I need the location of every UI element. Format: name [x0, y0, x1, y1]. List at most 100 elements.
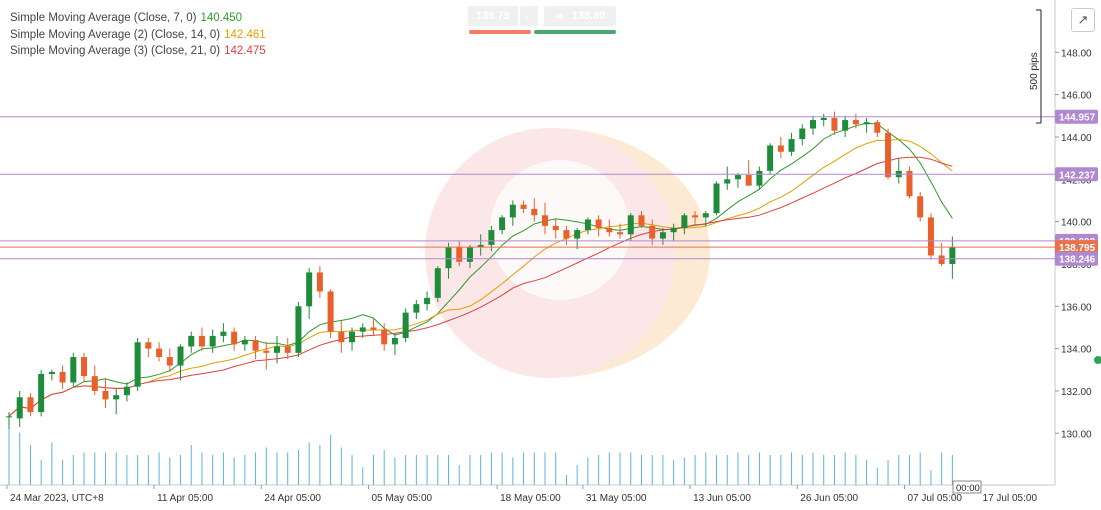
x-tick-label: 11 Apr 05:00 — [157, 493, 213, 504]
candle — [16, 390, 23, 427]
candle-body — [938, 255, 945, 264]
candle-body — [520, 204, 527, 209]
candle — [91, 365, 98, 396]
candle-body — [831, 117, 838, 131]
candle-body — [745, 175, 752, 186]
candle — [413, 299, 420, 319]
candle — [917, 192, 924, 222]
candle — [831, 111, 838, 135]
candle — [681, 213, 688, 235]
buy-price: 138.80 — [571, 10, 606, 22]
candle-body — [638, 215, 645, 226]
candle-body — [552, 225, 559, 231]
popout-button[interactable]: ↗ — [1071, 8, 1095, 32]
x-tick-label: 07 Jul 05:00 — [907, 493, 962, 504]
candle — [724, 166, 731, 190]
measure-label: 500 pips — [1029, 52, 1040, 90]
candle — [134, 338, 141, 391]
candle — [370, 318, 377, 336]
candle — [852, 113, 859, 129]
candle-body — [145, 342, 152, 349]
candle-body — [370, 327, 377, 330]
buy-button[interactable]: ➜ 138.80 — [544, 6, 616, 26]
legend-value: 140.450 — [200, 12, 243, 24]
candle-body — [166, 357, 173, 366]
candle — [895, 158, 902, 184]
sell-bar — [469, 30, 531, 34]
candle — [188, 331, 195, 353]
x-tick-label: 31 May 05:00 — [586, 493, 647, 504]
candle — [434, 266, 441, 303]
candle — [938, 242, 945, 267]
candle-body — [156, 348, 163, 358]
candle-body — [456, 247, 463, 262]
candle — [531, 198, 538, 222]
x-tick-label: 24 Apr 05:00 — [264, 493, 321, 504]
candle-body — [252, 340, 259, 351]
candle — [627, 213, 634, 241]
sell-price: 138.79 — [476, 10, 510, 22]
candle — [316, 266, 323, 298]
price-line-tag — [1055, 251, 1098, 266]
candle — [338, 321, 345, 353]
candle — [949, 236, 956, 279]
buy-arrow-icon: ➜ — [554, 10, 564, 23]
candle-body — [767, 145, 774, 171]
candle — [123, 382, 130, 402]
candle-body — [466, 247, 473, 262]
candle — [263, 342, 270, 370]
candle — [745, 160, 752, 186]
price-line-label: 138.795 — [1059, 243, 1096, 254]
candle — [295, 302, 302, 358]
x-tick-label: 18 May 05:00 — [500, 493, 561, 504]
candle — [402, 308, 409, 343]
x-tick-label: 13 Jun 05:00 — [693, 493, 751, 504]
candle-body — [509, 204, 516, 218]
candle — [863, 117, 870, 133]
candle-body — [863, 122, 870, 125]
candle-body — [617, 232, 624, 235]
candle — [777, 136, 784, 159]
candle-body — [810, 120, 816, 129]
candle-body — [777, 145, 784, 152]
candle-body — [220, 331, 227, 336]
candle-body — [906, 170, 913, 197]
sell-button[interactable]: 138.79 — [468, 6, 518, 26]
x-tick-label: 17 Jul 05:00 — [983, 493, 1038, 504]
candle-body — [295, 306, 302, 353]
sma-14-line — [8, 138, 953, 417]
sma-7-line — [8, 122, 953, 417]
candle — [445, 242, 452, 279]
price-line-tag — [1055, 109, 1098, 124]
candle-body — [241, 340, 248, 345]
candle-body — [799, 128, 806, 140]
candle — [456, 240, 463, 267]
candle — [906, 166, 913, 199]
candle — [381, 323, 388, 351]
candle-body — [874, 122, 881, 133]
y-tick-label: 144.00 — [1061, 133, 1092, 144]
candle-body — [327, 291, 334, 332]
candle-body — [38, 374, 45, 413]
price-line-tag — [1055, 240, 1098, 255]
candle — [156, 342, 163, 362]
candle-body — [27, 397, 34, 413]
x-tick-label: 26 Jun 05:00 — [800, 493, 858, 504]
sell-arrow-icon: ← — [520, 6, 538, 26]
legend-label: Simple Moving Average (2) (Close, 14, 0) — [10, 28, 221, 41]
candle-body — [531, 208, 538, 216]
candle — [734, 172, 741, 188]
candle — [284, 338, 291, 360]
candle — [198, 327, 205, 351]
x-tick-label: 24 Mar 2023, UTC+8 — [10, 493, 104, 504]
y-tick-label: 134.00 — [1061, 345, 1092, 356]
candle-body — [584, 219, 591, 231]
candle-body — [702, 213, 709, 218]
candle-body — [231, 331, 238, 345]
candle-body — [188, 335, 195, 347]
y-tick-label: 132.00 — [1061, 387, 1092, 398]
candle-body — [338, 331, 345, 343]
candle-body — [842, 120, 849, 131]
